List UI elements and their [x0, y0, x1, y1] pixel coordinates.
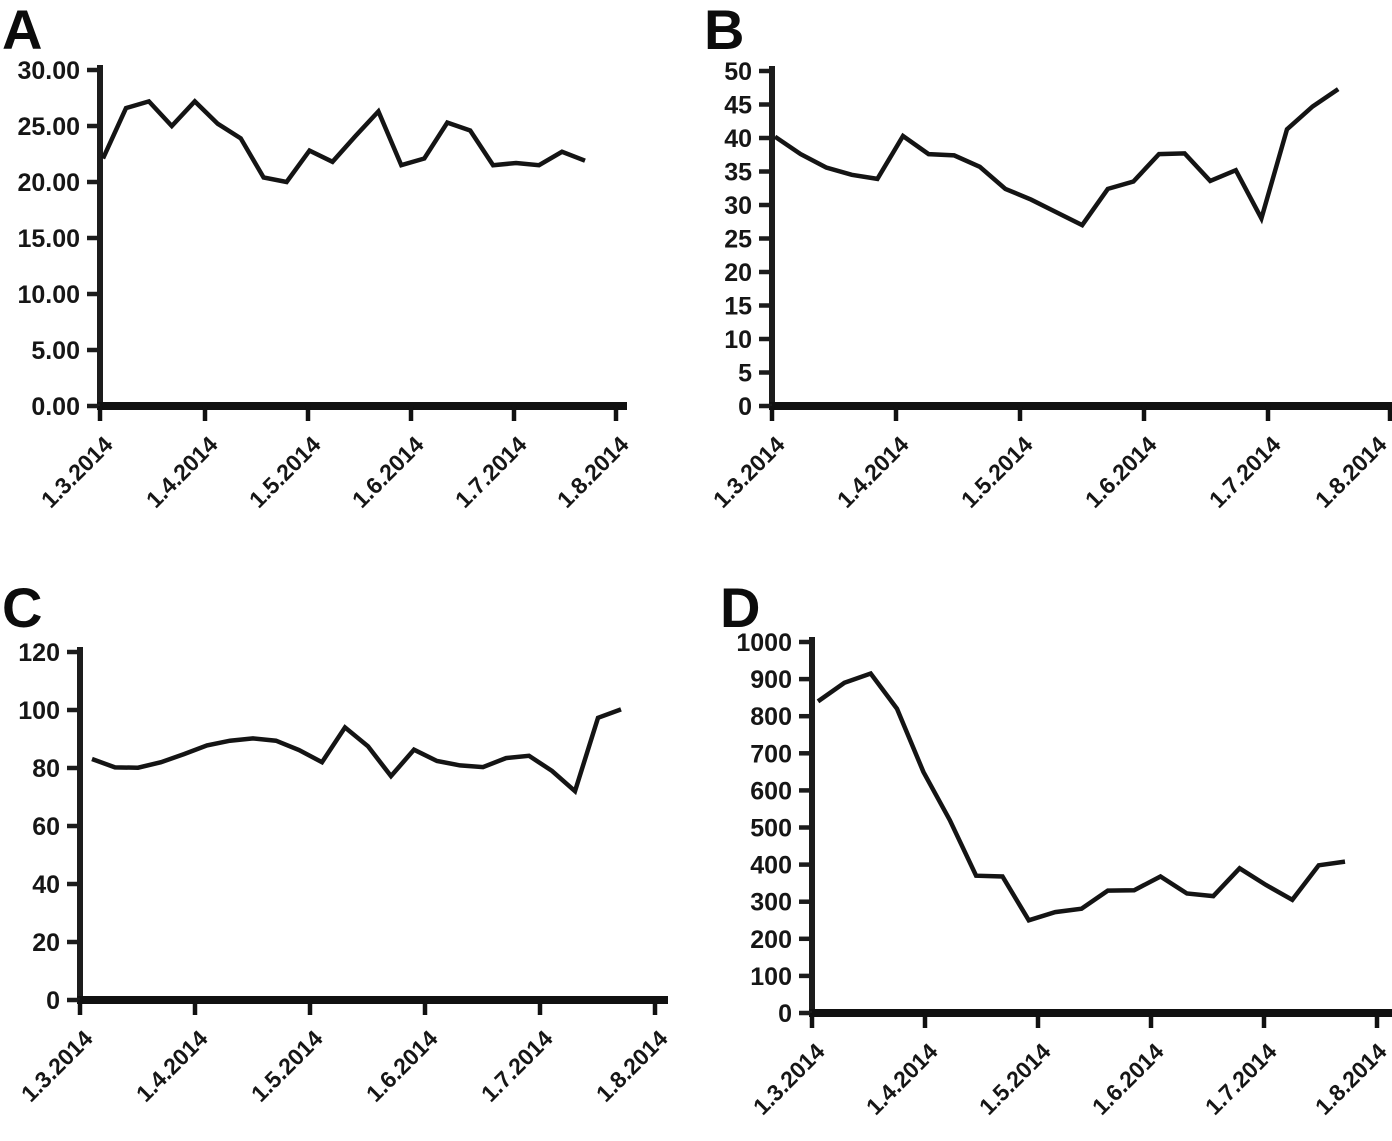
panel-d: 100090080070060050040030020010001.3.2014…	[736, 629, 1392, 1120]
x-tick-label: 1.6.2014	[1080, 431, 1162, 513]
x-tick-label: 1.8.2014	[1310, 1038, 1392, 1120]
panel-label-b: B	[704, 0, 745, 61]
y-tick-label: 5	[738, 360, 752, 388]
y-tick-label: 120	[18, 639, 60, 667]
y-tick-label: 300	[750, 889, 792, 917]
y-tick-label: 60	[32, 813, 60, 841]
x-tick-label: 1.4.2014	[832, 431, 914, 513]
x-tick-label: 1.3.2014	[36, 431, 118, 513]
x-tick-label: 1.8.2014	[552, 431, 634, 513]
y-tick-label: 0	[778, 1000, 792, 1028]
y-tick-label: 45	[724, 92, 752, 120]
x-tick-label: 1.3.2014	[748, 1038, 830, 1120]
y-tick-label: 40	[32, 871, 60, 899]
y-tick-label: 30	[724, 192, 752, 220]
x-tick-label: 1.6.2014	[1087, 1038, 1169, 1120]
x-tick-label: 1.5.2014	[956, 431, 1038, 513]
y-tick-label: 35	[724, 159, 752, 187]
panel-c: 120 100 80 60 40 20 0 1.3.2014 1.4.2014 1.5.2014 1…	[16, 639, 673, 1107]
y-tick-label: 10.00	[17, 281, 80, 309]
panel-label-a: A	[2, 0, 43, 61]
y-tick-label: 25.00	[17, 113, 80, 141]
y-tick-label: 10	[724, 326, 752, 354]
y-tick-label: 80	[32, 755, 60, 783]
y-tick-label: 15.00	[17, 225, 80, 253]
x-tick-label: 1.8.2014	[591, 1025, 673, 1107]
x-tick-label: 1.5.2014	[244, 431, 326, 513]
x-tick-label: 1.7.2014	[1204, 431, 1286, 513]
y-tick-label: 900	[750, 666, 792, 694]
x-tick-label: 1.7.2014	[450, 431, 532, 513]
panel-label-c: C	[2, 576, 43, 639]
y-tick-label: 0	[738, 393, 752, 421]
x-tick-label: 1.6.2014	[347, 431, 429, 513]
y-tick-label: 0	[46, 987, 60, 1015]
data-line-c	[91, 707, 622, 796]
y-tick-label: 50	[724, 58, 752, 86]
y-tick-label: 200	[750, 926, 792, 954]
y-tick-label: 500	[750, 815, 792, 843]
panel-label-d: D	[720, 576, 761, 639]
y-tick-label: 5.00	[31, 337, 80, 365]
x-tick-label: 1.6.2014	[361, 1025, 443, 1107]
panel-a: 30.00 25.00 20.00 15.00 10.00 5.00 0.00 1.3.201…	[17, 57, 633, 513]
x-tick-label: 1.4.2014	[861, 1038, 943, 1120]
y-tick-label: 800	[750, 703, 792, 731]
y-tick-label: 600	[750, 777, 792, 805]
y-tick-label: 30.00	[17, 57, 80, 85]
x-tick-label: 1.5.2014	[246, 1025, 328, 1107]
x-tick-label: 1.7.2014	[1200, 1038, 1282, 1120]
y-tick-label: 0.00	[31, 393, 80, 421]
y-tick-label: 700	[750, 740, 792, 768]
y-tick-label: 20.00	[17, 169, 80, 197]
x-tick-label: 1.3.2014	[16, 1025, 98, 1107]
x-tick-label: 1.8.2014	[1310, 431, 1392, 513]
y-tick-label: 20	[32, 929, 60, 957]
y-tick-label: 25	[724, 226, 752, 254]
data-line-d	[816, 670, 1346, 923]
x-tick-label: 1.4.2014	[131, 1025, 213, 1107]
y-tick-label: 100	[18, 697, 60, 725]
data-line-b	[773, 87, 1340, 228]
y-tick-label: 20	[724, 259, 752, 287]
y-tick-label: 100	[750, 963, 792, 991]
data-line-a	[100, 98, 586, 185]
y-tick-label: 40	[724, 125, 752, 153]
y-tick-label: 15	[724, 293, 752, 321]
x-tick-label: 1.3.2014	[708, 431, 790, 513]
y-tick-label: 1000	[736, 629, 792, 657]
x-tick-label: 1.5.2014	[974, 1038, 1056, 1120]
y-tick-label: 400	[750, 852, 792, 880]
x-tick-label: 1.7.2014	[476, 1025, 558, 1107]
x-tick-label: 1.4.2014	[141, 431, 223, 513]
